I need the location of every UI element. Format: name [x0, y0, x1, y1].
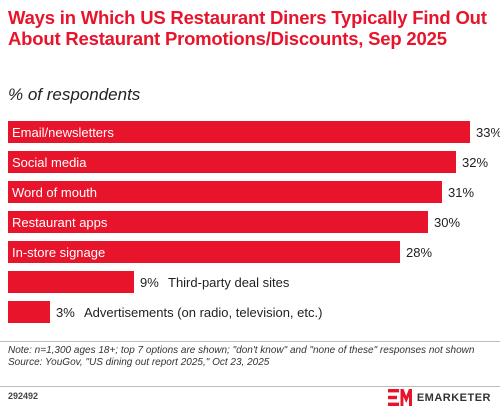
value-label: 32%	[462, 155, 488, 170]
source-text: Source: YouGov, "US dining out report 20…	[8, 357, 270, 368]
value-label: 3%	[56, 305, 75, 320]
bar-chart: 33% Email/newsletters 32% Social media 31% Wo…	[8, 121, 500, 323]
bar	[8, 151, 456, 173]
divider-line	[0, 341, 500, 342]
chart-title: Ways in Which US Restaurant Diners Typic…	[8, 7, 487, 49]
value-label: 9%	[140, 275, 159, 290]
category-label: In-store signage	[12, 245, 105, 260]
category-label: Restaurant apps	[12, 215, 108, 230]
bar	[8, 271, 134, 293]
bar	[8, 181, 442, 203]
category-label: Email/newsletters	[12, 125, 114, 140]
value-label: 33%	[476, 125, 500, 140]
value-label: 31%	[448, 185, 474, 200]
category-label: Advertisements (on radio, television, et…	[84, 305, 322, 320]
chart-subtitle: % of respondents	[8, 85, 141, 104]
emarketer-logo-icon	[387, 389, 412, 406]
bar	[8, 241, 400, 263]
brand: EMARKETER	[387, 389, 491, 406]
chart-id: 292492	[8, 391, 39, 401]
brand-name: EMARKETER	[416, 391, 491, 404]
category-label: Word of mouth	[12, 185, 97, 200]
note-text: Note: n=1,300 ages 18+; top 7 options ar…	[8, 345, 475, 356]
value-label: 30%	[434, 215, 460, 230]
divider-line	[0, 386, 500, 387]
bar	[8, 211, 428, 233]
category-label: Social media	[12, 155, 87, 170]
value-label: 28%	[406, 245, 432, 260]
bar	[8, 301, 50, 323]
bar	[8, 121, 470, 143]
chart-notes: Note: n=1,300 ages 18+; top 7 options ar…	[8, 345, 478, 369]
category-label: Third-party deal sites	[168, 275, 290, 290]
